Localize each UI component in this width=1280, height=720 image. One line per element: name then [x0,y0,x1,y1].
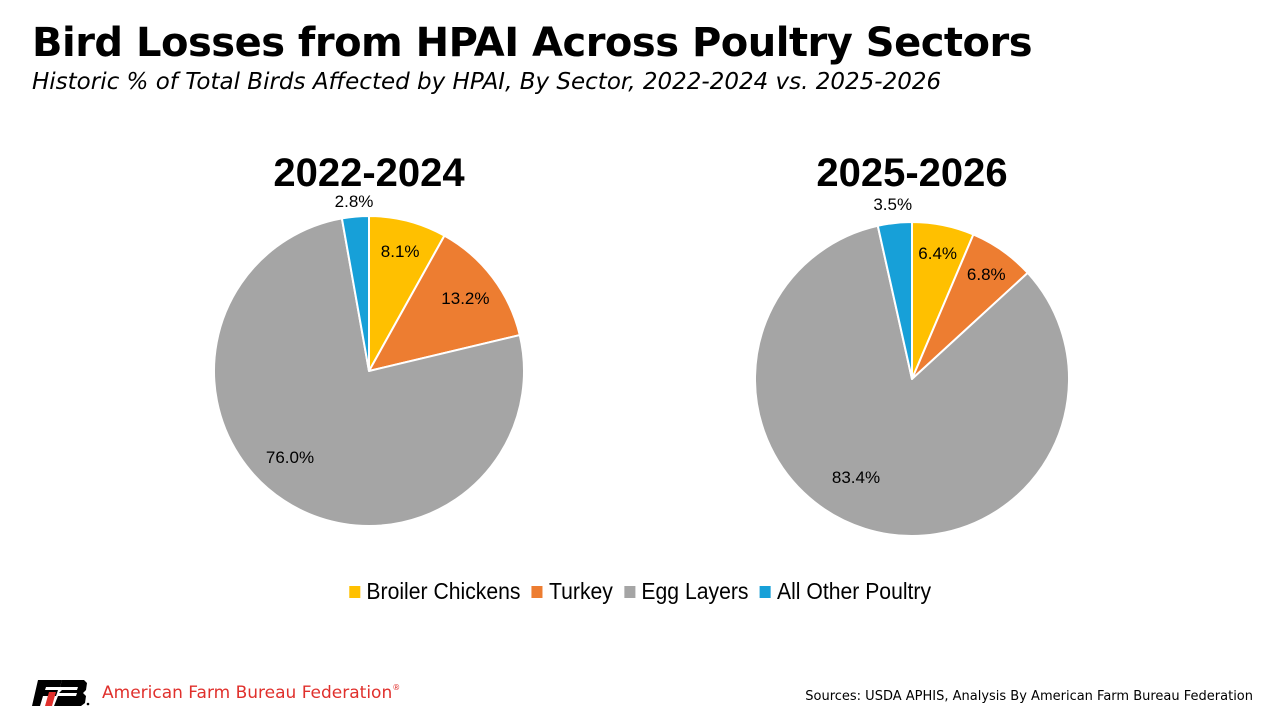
pie-chart-2025-2026: 2025-2026 6.4% 6.8% 83.4% 3.5% [754,151,1070,537]
org-name-text: American Farm Bureau Federation [102,683,393,703]
registered-mark: ® [392,683,401,692]
legend-swatch-turkey [531,585,543,598]
legend-label-turkey: Turkey [549,578,613,604]
legend-item-broiler: Broiler Chickens [348,578,521,605]
legend-item-egg-layers: Egg Layers [623,578,749,605]
data-label-all-other-poultry: 3.5% [873,195,912,214]
data-label-egg-layers: 76.0% [266,448,314,467]
pie-slice-turkey [368,234,521,372]
data-label-broiler-chickens: 8.1% [381,242,420,261]
data-label-all-other-poultry: 2.8% [335,192,374,211]
org-name: American Farm Bureau Federation® [102,683,400,703]
legend-label-egg-layers: Egg Layers [641,578,749,604]
pie-slice-all-other-poultry [876,221,913,380]
pie-slice-egg-layers [754,224,1070,537]
legend-swatch-other [759,585,771,598]
legend-swatch-broiler [348,585,360,598]
pie-charts: 2022-2024 8.1% 13.2% 76.0% 2.8% 2025-2026 6.4%… [213,151,1070,537]
fb-logo-icon [32,680,90,706]
pie-chart-2022-2024: 2022-2024 8.1% 13.2% 76.0% 2.8% [213,151,525,527]
legend-item-turkey: Turkey [531,578,613,605]
page-subtitle: Historic % of Total Birds Affected by HP… [32,69,942,95]
data-label-egg-layers: 83.4% [832,468,880,487]
pie-title: 2022-2024 [273,151,465,195]
data-label-turkey: 13.2% [441,289,489,308]
legend-item-other: All Other Poultry [759,578,932,605]
pie-slice-egg-layers [213,217,525,527]
data-label-broiler-chickens: 6.4% [918,244,957,263]
legend-swatch-egg-layers [623,585,635,598]
afbf-logo: American Farm Bureau Federation® [32,680,400,706]
legend: Broiler Chickens Turkey Egg Layers All O… [51,578,1229,605]
pie-title: 2025-2026 [816,151,1007,195]
sources-note: Sources: USDA APHIS, Analysis By America… [805,689,1253,704]
legend-label-other: All Other Poultry [776,578,932,604]
page-title: Bird Losses from HPAI Across Poultry Sec… [32,20,1033,66]
legend-label-broiler: Broiler Chickens [366,578,521,604]
data-label-turkey: 6.8% [967,265,1006,284]
pie-slice-all-other-poultry [340,215,370,372]
